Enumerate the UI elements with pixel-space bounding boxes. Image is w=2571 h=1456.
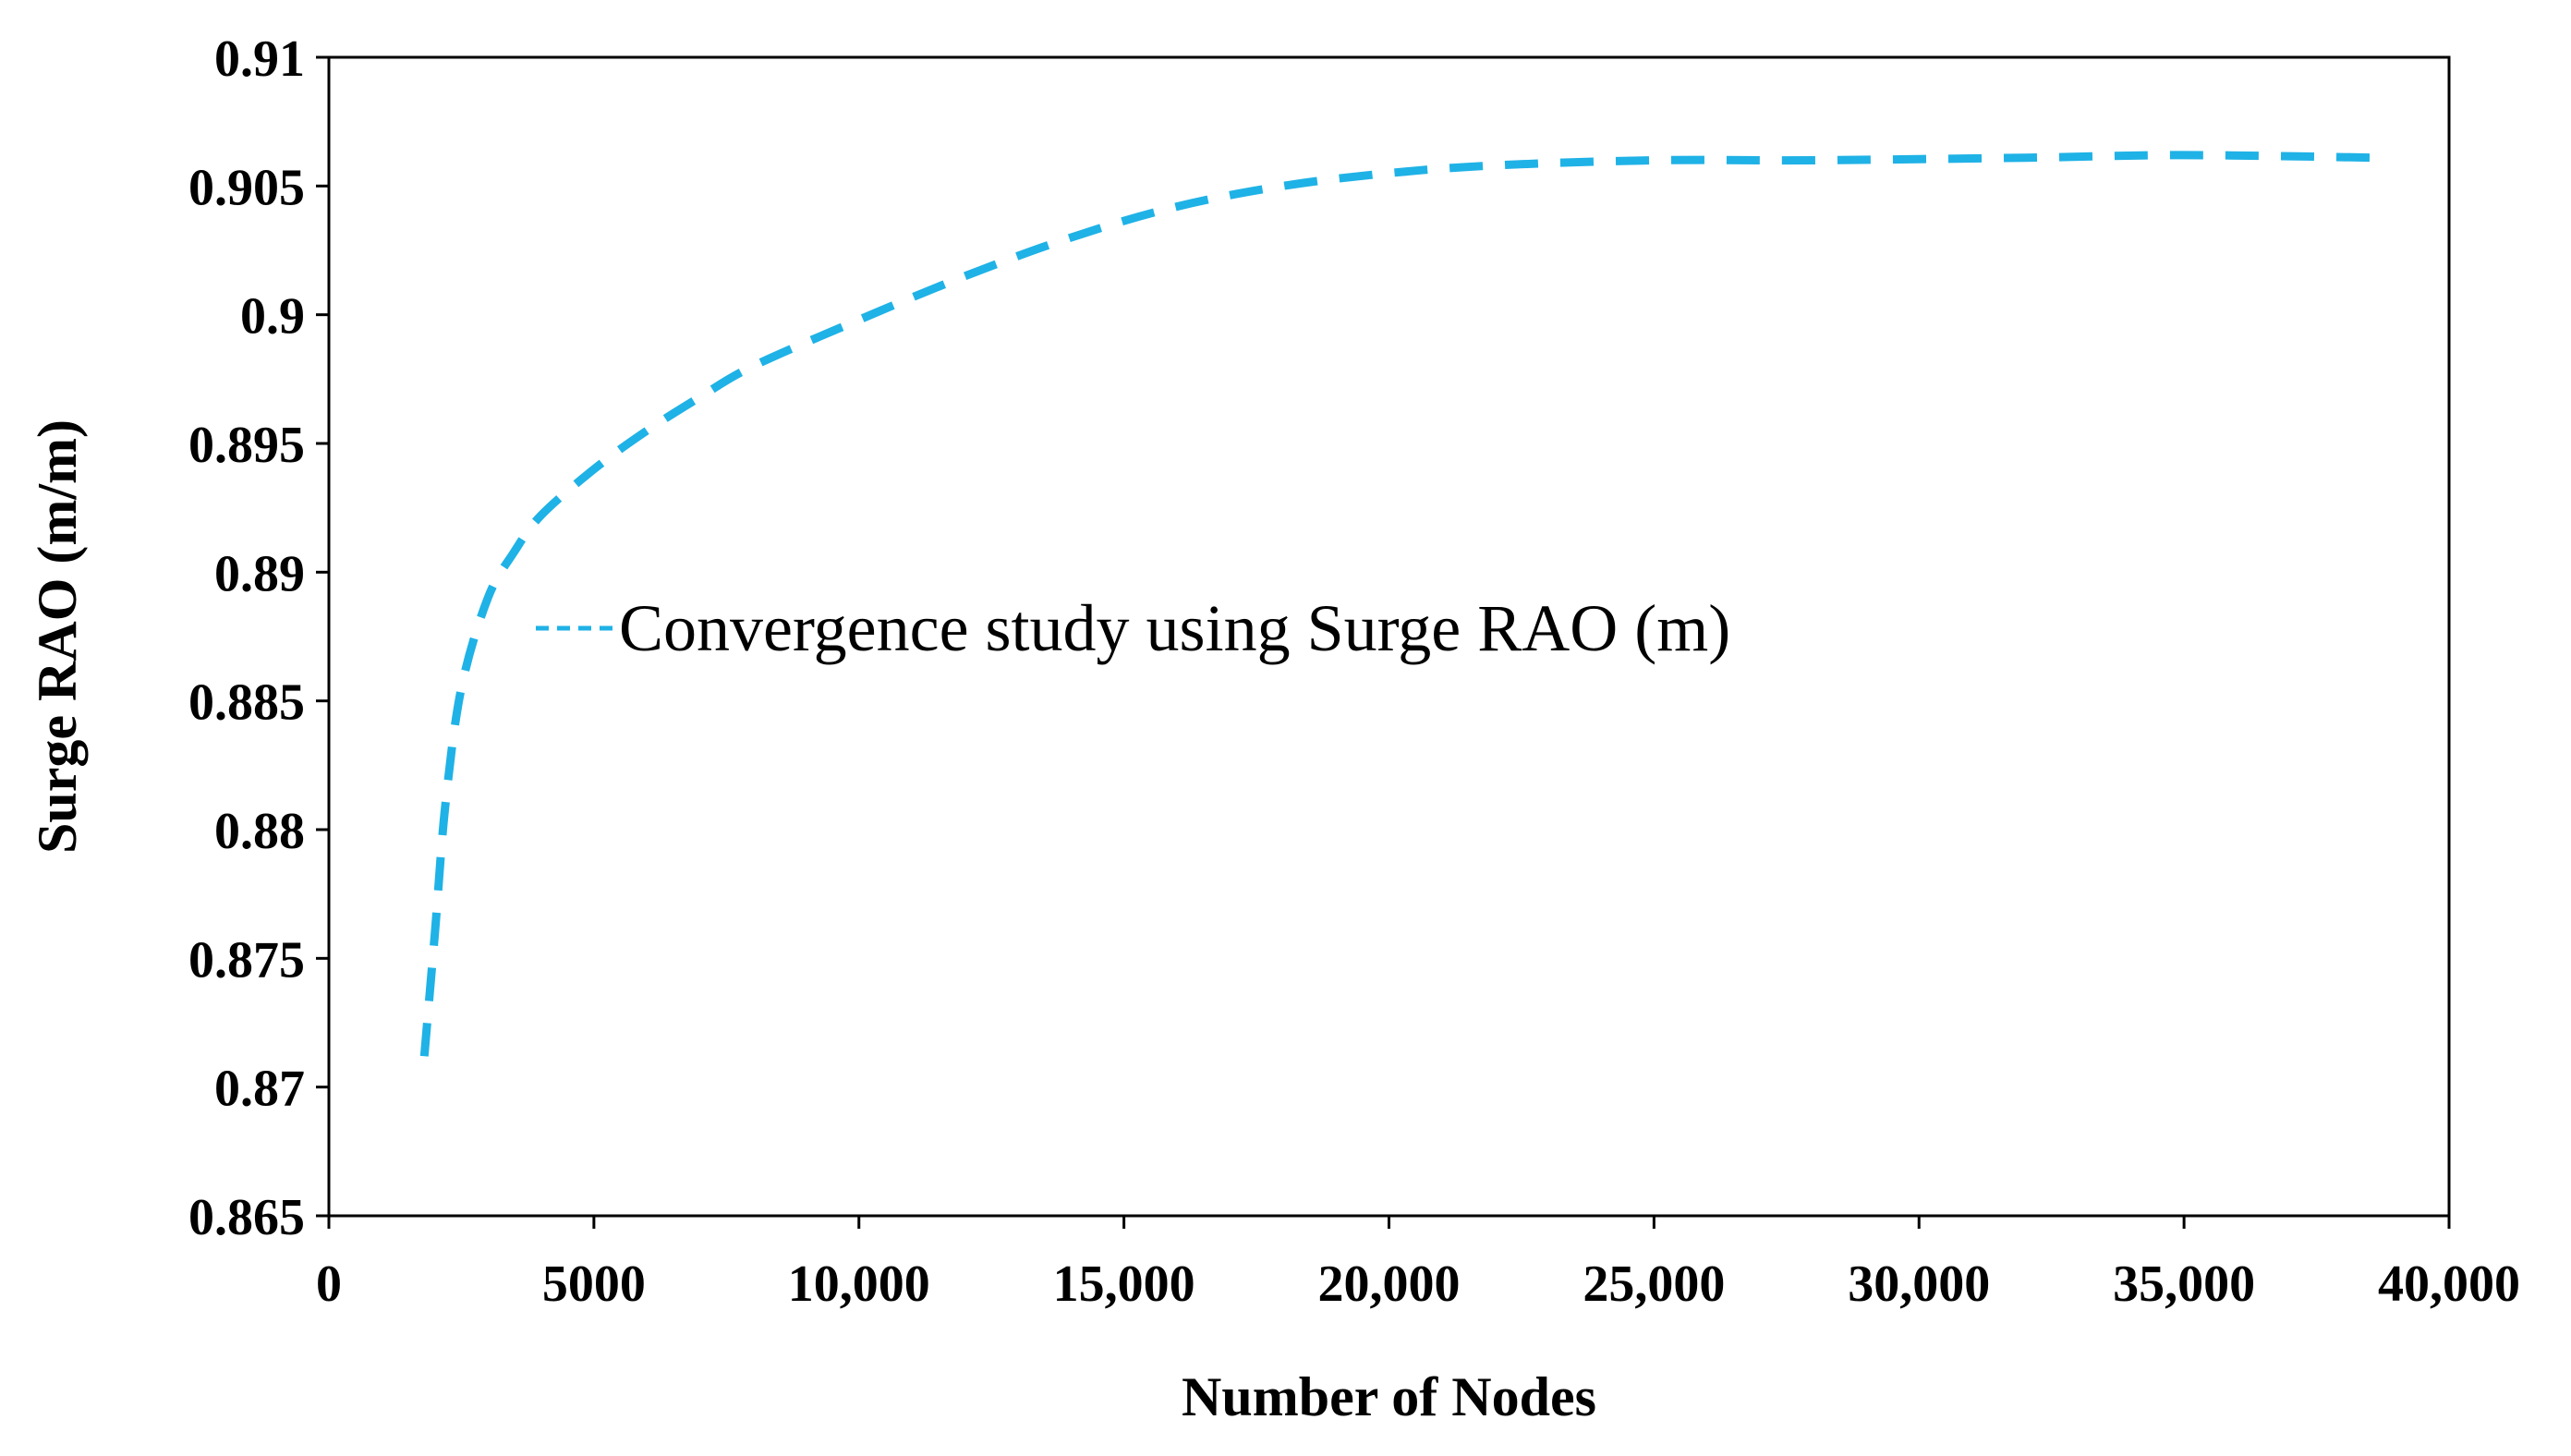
x-tick-label: 10,000 [788,1256,930,1313]
x-tick-label: 30,000 [1848,1256,1990,1313]
x-axis: 0 5000 10,000 15,000 20,000 25,000 30,000 35,00… [316,1216,2520,1313]
legend: Convergence study using Surge RAO (m) [536,591,1730,665]
y-axis-title: Surge RAO (m/m) [27,419,88,854]
y-axis: 0.865 0.87 0.875 0.88 0.885 0.89 0.895 0.9 0.905… [188,30,329,1246]
x-tick-label: 35,000 [2113,1256,2255,1313]
x-tick-label: 20,000 [1318,1256,1461,1313]
y-tick-label: 0.905 [188,159,305,216]
y-tick-label: 0.89 [214,545,305,602]
x-tick-label: 15,000 [1053,1256,1195,1313]
x-tick-label: 0 [316,1256,342,1313]
y-tick-label: 0.875 [188,931,305,989]
y-tick-label: 0.895 [188,417,305,474]
y-tick-label: 0.885 [188,674,305,732]
x-tick-label: 25,000 [1583,1256,1725,1313]
x-axis-title: Number of Nodes [1182,1366,1596,1427]
y-tick-label: 0.87 [214,1061,305,1118]
y-tick-label: 0.865 [188,1189,305,1246]
x-tick-label: 5000 [542,1256,646,1313]
x-tick-label: 40,000 [2378,1256,2520,1313]
y-tick-label: 0.91 [214,30,305,88]
legend-label: Convergence study using Surge RAO (m) [619,591,1730,665]
y-tick-label: 0.88 [214,803,305,860]
y-tick-label: 0.9 [240,288,305,346]
